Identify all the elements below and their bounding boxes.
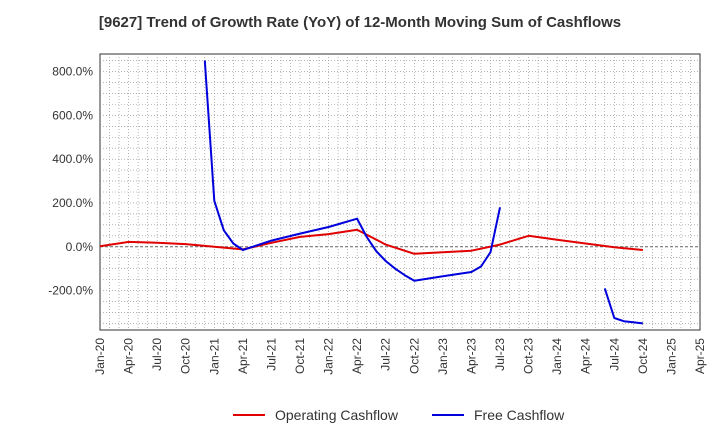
- y-tick-label: 200.0%: [52, 196, 93, 210]
- y-tick-label: -200.0%: [48, 284, 93, 298]
- x-tick-label: Apr-25: [693, 338, 707, 374]
- x-tick-label: Jul-24: [607, 338, 621, 371]
- x-tick-label: Jan-24: [550, 338, 564, 375]
- y-tick-label: 600.0%: [52, 108, 93, 122]
- chart-title: [9627] Trend of Growth Rate (YoY) of 12-…: [98, 14, 622, 31]
- y-tick-label: 400.0%: [52, 152, 93, 166]
- y-tick-label: 800.0%: [52, 65, 93, 79]
- series-line-free-cashflow: [603, 288, 644, 325]
- x-tick-label: Jan-22: [322, 338, 336, 375]
- x-tick-label: Apr-22: [350, 338, 364, 374]
- x-tick-label: Jan-23: [436, 338, 450, 375]
- legend-label: Free Cashflow: [474, 407, 565, 423]
- x-tick-label: Jan-20: [93, 338, 107, 375]
- x-tick-label: Jan-25: [664, 338, 678, 375]
- x-tick-label: Apr-24: [579, 338, 593, 374]
- x-tick-label: Oct-21: [293, 338, 307, 374]
- x-tick-label: Oct-20: [179, 338, 193, 374]
- series-line-free-cashflow: [203, 60, 501, 282]
- x-tick-label: Jul-20: [150, 338, 164, 371]
- x-tick-label: Oct-22: [407, 338, 421, 374]
- x-tick-label: Apr-21: [236, 338, 250, 374]
- x-tick-label: Jul-23: [493, 338, 507, 371]
- legend-label: Operating Cashflow: [275, 407, 399, 423]
- x-tick-label: Jan-21: [207, 338, 221, 375]
- x-tick-label: Oct-24: [636, 338, 650, 374]
- x-tick-label: Apr-23: [464, 338, 478, 374]
- x-tick-label: Jul-21: [264, 338, 278, 371]
- series-line-operating-cashflow: [99, 228, 643, 255]
- x-tick-label: Jul-22: [379, 338, 393, 371]
- x-tick-label: Apr-20: [122, 338, 136, 374]
- y-tick-label: 0.0%: [66, 240, 94, 254]
- x-tick-label: Oct-23: [522, 338, 536, 374]
